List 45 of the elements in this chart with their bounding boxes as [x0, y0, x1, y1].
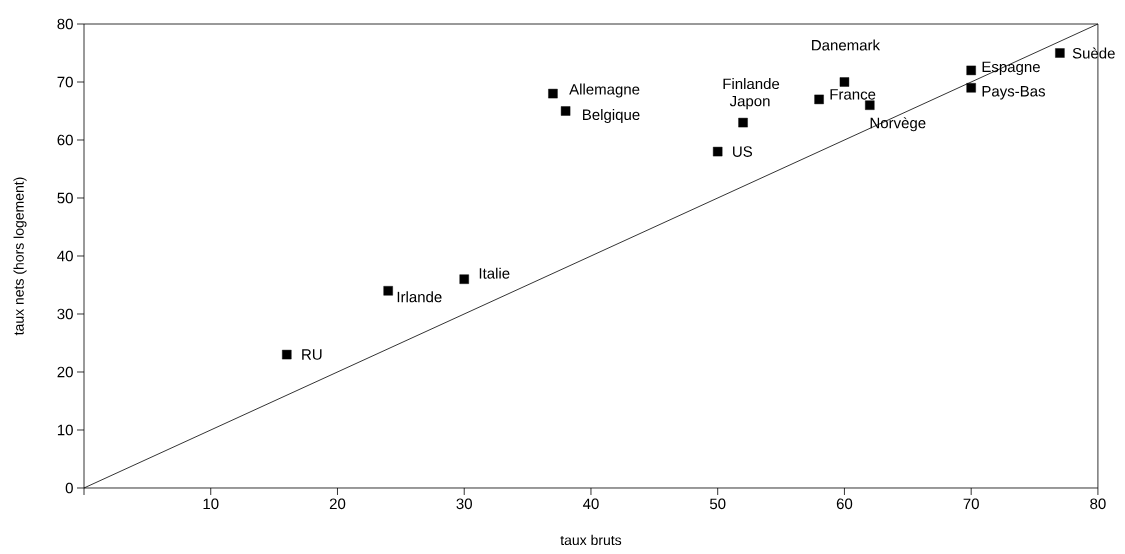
annotation: Pays-Bas	[982, 86, 1045, 100]
point	[966, 83, 976, 93]
y-tick-label: 50	[57, 192, 73, 204]
y-tick-label: 10	[57, 424, 73, 436]
y-tick-label: 70	[57, 76, 73, 88]
annotation: Allemagne	[569, 83, 640, 98]
y-tick-label: 80	[57, 18, 73, 30]
point	[459, 274, 469, 284]
x-tick-label: 80	[1090, 498, 1106, 510]
y-tick-label: 30	[57, 308, 73, 320]
annotation: France	[830, 89, 876, 100]
annotation: US	[733, 146, 753, 157]
x-tick-label: 70	[963, 498, 979, 510]
annotation: Belgique	[583, 109, 640, 123]
annotation: Suède	[1072, 47, 1115, 59]
annotation: Danemark	[812, 39, 881, 51]
x-tick-label: 50	[709, 498, 726, 510]
annotation: Norvège	[870, 117, 926, 132]
point	[966, 65, 976, 76]
y-tick-label: 40	[57, 250, 73, 262]
x-tick-label: 60	[836, 498, 853, 510]
point	[738, 117, 748, 128]
point	[548, 88, 558, 99]
annotation: Italie	[479, 267, 510, 279]
point	[282, 349, 292, 360]
y-tick-label: 0	[65, 482, 73, 494]
y-tick-label: 60	[57, 134, 73, 146]
x-tick-label: 30	[456, 498, 472, 510]
point	[865, 100, 875, 110]
annotation: Finlande	[723, 78, 780, 90]
y-axis-title: taux nets (hors logement)	[13, 177, 27, 336]
point	[814, 94, 824, 105]
x-tick-label: 10	[203, 498, 219, 510]
point	[713, 146, 723, 157]
x-tick-label: 20	[329, 498, 346, 510]
point	[383, 286, 393, 296]
point	[1055, 48, 1065, 58]
annotation: RU	[302, 349, 322, 360]
x-tick-label: 40	[582, 498, 599, 510]
y-tick-label: 20	[57, 366, 73, 378]
point	[839, 77, 850, 87]
point	[560, 106, 571, 116]
annotation: Irlande	[397, 291, 442, 303]
x-axis-title: taux bruts	[560, 534, 622, 546]
annotation: Japon	[729, 95, 770, 110]
